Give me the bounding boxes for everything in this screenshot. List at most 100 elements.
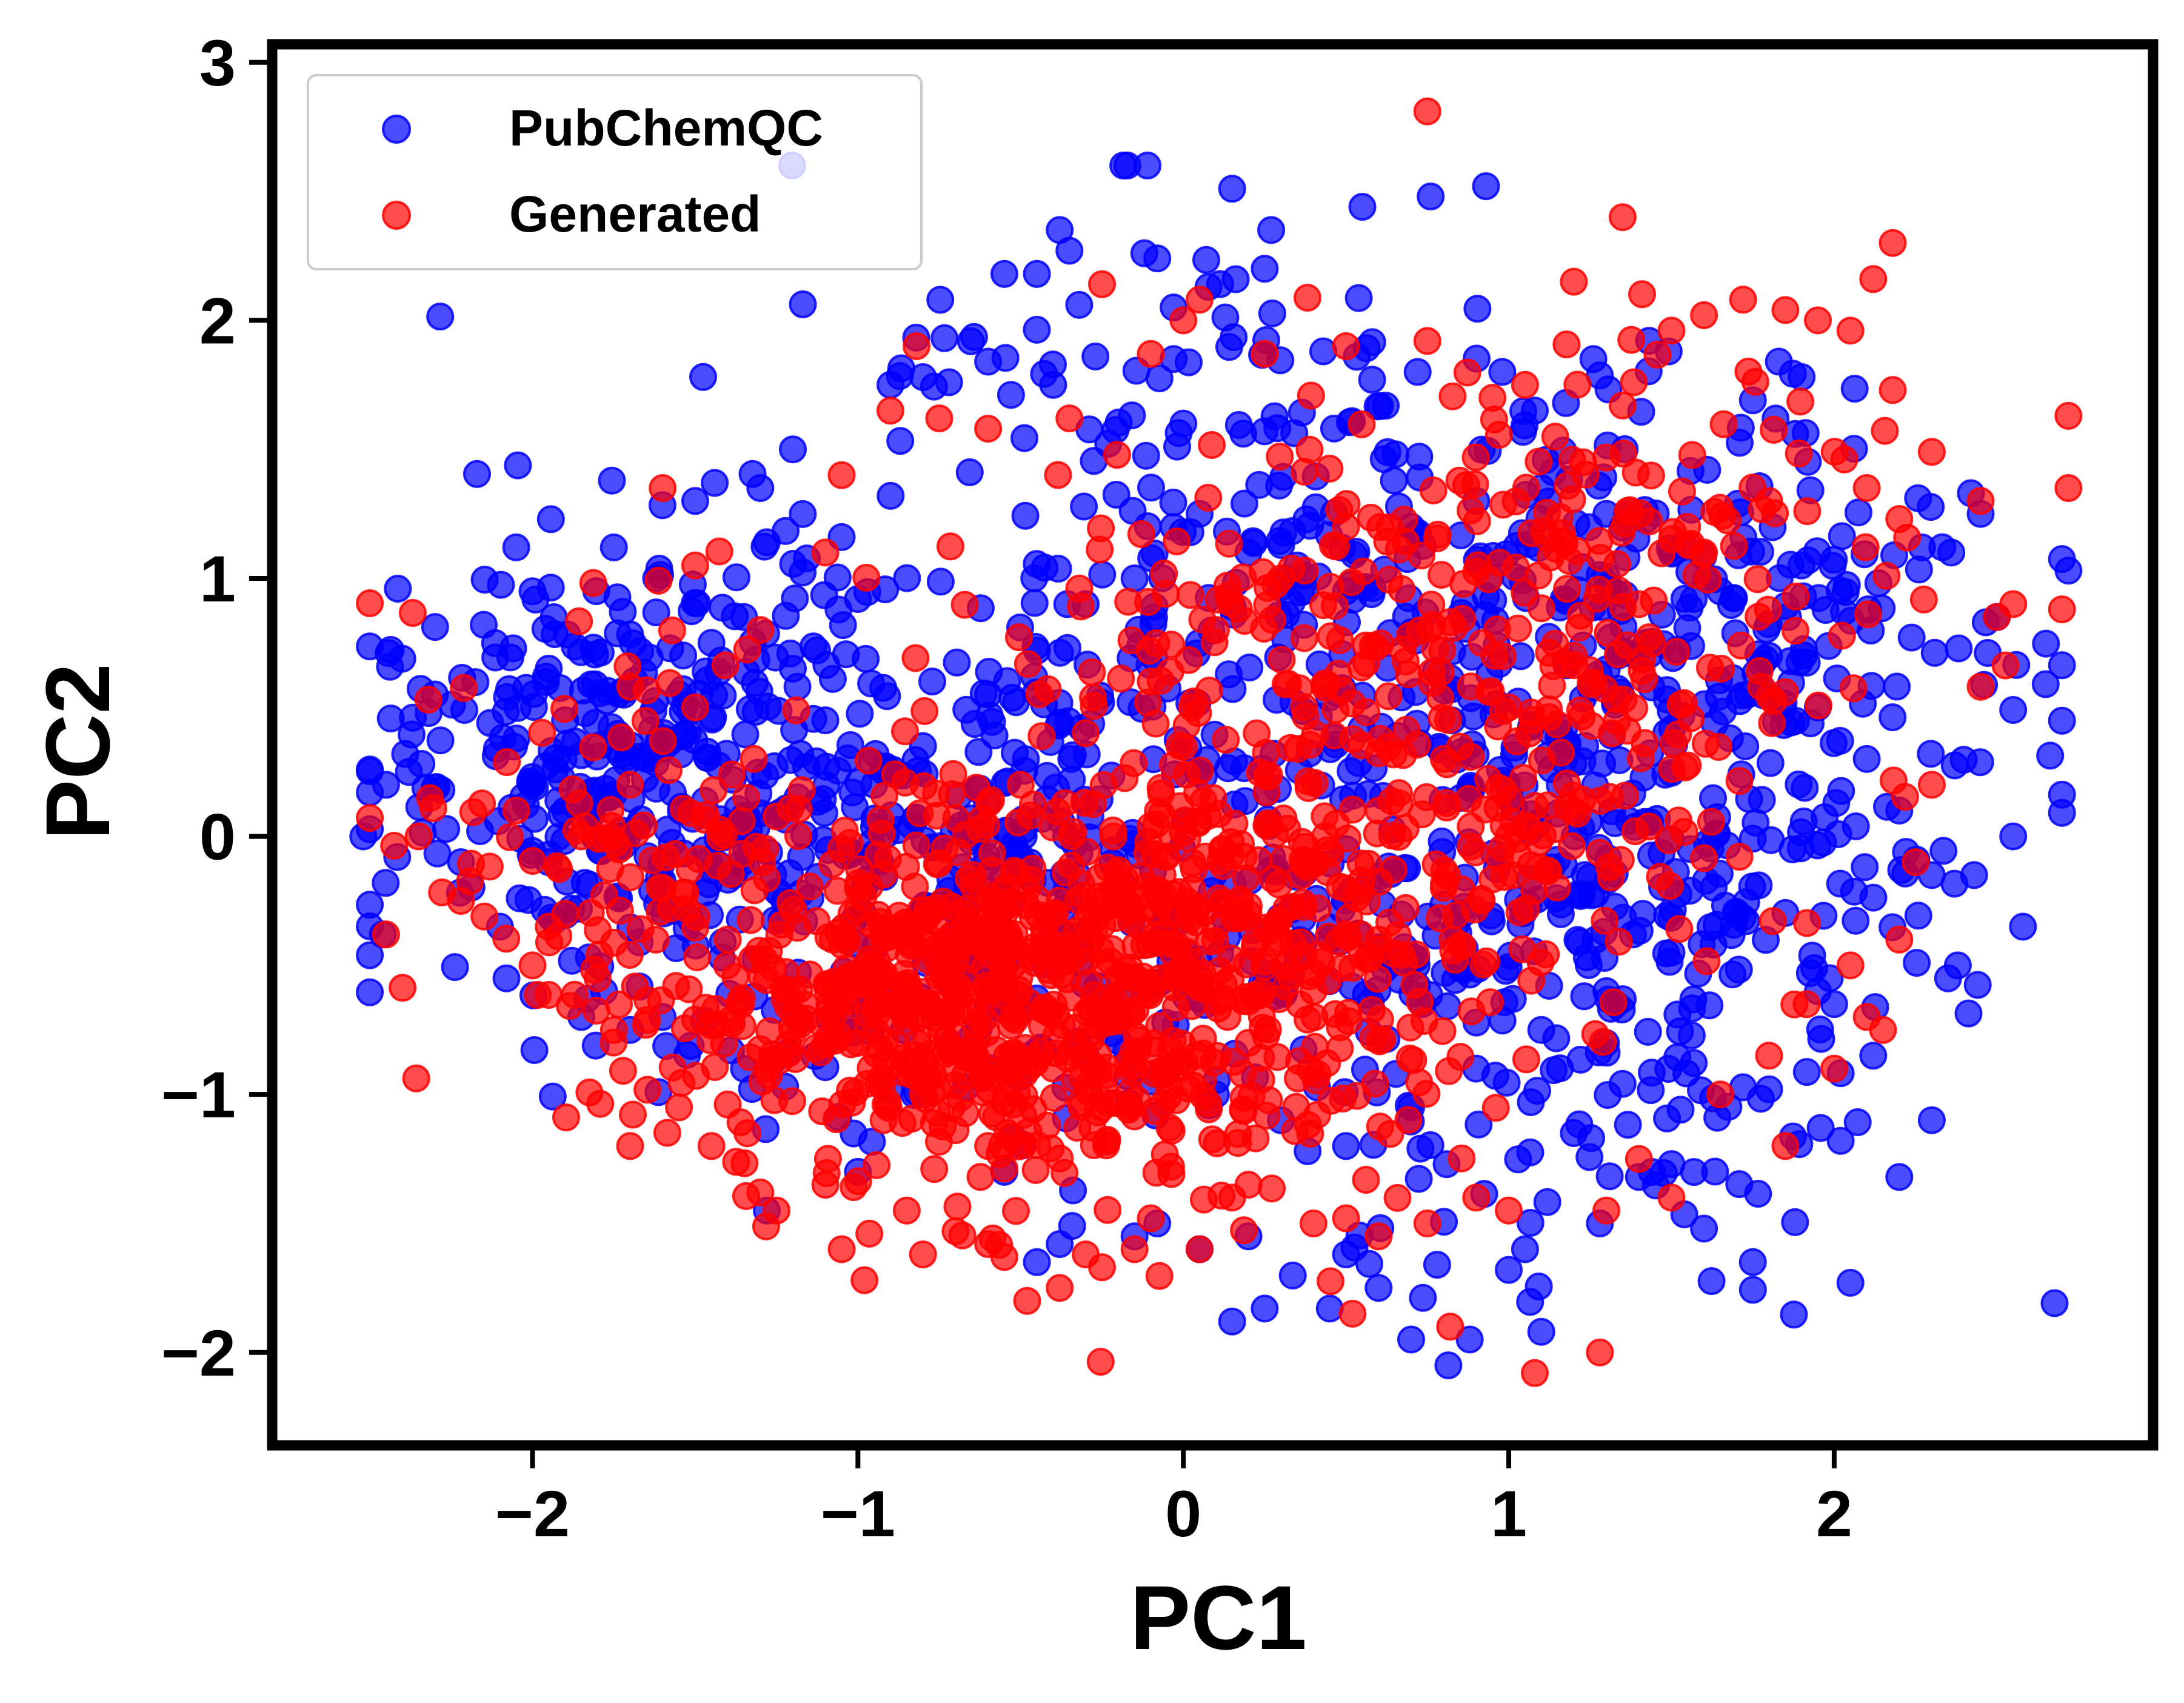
scatter-point-generated [1678, 441, 1706, 469]
scatter-point-generated [1585, 575, 1613, 604]
scatter-point-generated [1771, 296, 1800, 324]
scatter-point-generated [416, 784, 444, 812]
scatter-point-generated [939, 760, 967, 788]
scatter-point-generated [544, 922, 573, 951]
scatter-point-pubchemqc [1732, 907, 1760, 935]
scatter-point-generated [1820, 1054, 1848, 1083]
scatter-point-generated [1490, 863, 1518, 891]
scatter-point-pubchemqc [1175, 348, 1203, 376]
scatter-point-generated [1394, 1106, 1423, 1134]
scatter-point-pubchemqc [1001, 738, 1029, 767]
scatter-point-generated [1754, 595, 1782, 624]
scatter-point-generated [1489, 776, 1517, 804]
scatter-point-generated [596, 795, 625, 824]
scatter-point-generated [1170, 1048, 1198, 1076]
scatter-point-generated [616, 771, 644, 799]
scatter-point-pubchemqc [1690, 1214, 1718, 1243]
scatter-point-pubchemqc [1565, 1110, 1594, 1139]
scatter-point-pubchemqc [2040, 1289, 2069, 1317]
scatter-point-generated [1743, 565, 1772, 594]
scatter-point-generated [727, 991, 755, 1019]
scatter-point-pubchemqc [2036, 741, 2065, 770]
scatter-point-generated [1690, 301, 1718, 329]
scatter-point-generated [1433, 750, 1461, 778]
scatter-point-generated [1099, 822, 1127, 851]
scatter-point-generated [616, 863, 644, 891]
scatter-point-generated [1909, 585, 1938, 614]
x-axis-label: PC1 [1130, 1567, 1307, 1668]
scatter-point-generated [1413, 327, 1441, 355]
scatter-point-generated [1509, 764, 1537, 792]
scatter-point-generated [1216, 589, 1244, 617]
scatter-point-generated [1628, 657, 1656, 685]
scatter-point-generated [1489, 697, 1517, 725]
scatter-point-pubchemqc [1054, 634, 1082, 662]
scatter-point-generated [1640, 586, 1668, 615]
scatter-point-pubchemqc [1806, 1114, 1835, 1142]
scatter-point-generated [854, 746, 883, 775]
scatter-point-generated [1119, 1059, 1147, 1087]
scatter-point-pubchemqc [1257, 216, 1286, 244]
scatter-point-generated [795, 872, 824, 901]
scatter-point-generated [1461, 443, 1490, 472]
scatter-point-generated [1170, 806, 1199, 835]
scatter-point-generated [1707, 654, 1735, 683]
scatter-point-generated [683, 943, 711, 971]
scatter-point-generated [1057, 851, 1086, 880]
scatter-point-pubchemqc [1963, 971, 1992, 999]
scatter-point-generated [1635, 812, 1663, 841]
scatter-point-generated [1489, 642, 1517, 671]
scatter-point-generated [1019, 790, 1047, 818]
scatter-point-generated [958, 861, 987, 889]
scatter-point-pubchemqc [964, 738, 993, 766]
scatter-point-generated [1665, 915, 1694, 943]
scatter-point-generated [732, 784, 761, 812]
x-tick-label: 0 [1165, 1477, 1201, 1550]
scatter-point-generated [1893, 523, 1922, 552]
scatter-point-generated [579, 569, 607, 597]
scatter-point-generated [652, 843, 680, 872]
scatter-point-generated [1301, 720, 1329, 748]
scatter-point-generated [830, 913, 858, 942]
scatter-point-generated [1013, 1286, 1041, 1315]
scatter-point-pubchemqc [1614, 1111, 1642, 1139]
scatter-point-generated [1134, 828, 1163, 856]
scatter-point-pubchemqc [789, 290, 817, 318]
scatter-point-generated [655, 756, 683, 785]
scatter-point-generated [1565, 614, 1594, 642]
scatter-point-pubchemqc [1731, 732, 1760, 760]
scatter-point-pubchemqc [1878, 703, 1907, 732]
scatter-point-generated [1114, 1096, 1143, 1124]
scatter-point-generated [910, 697, 939, 725]
scatter-point-pubchemqc [1798, 942, 1826, 970]
scatter-point-generated [943, 1193, 972, 1221]
scatter-point-generated [1448, 1144, 1476, 1173]
scatter-point-pubchemqc [1934, 964, 1962, 992]
scatter-point-generated [1163, 527, 1191, 555]
scatter-point-generated [978, 839, 1006, 868]
scatter-point-generated [1046, 1274, 1074, 1302]
scatter-point-pubchemqc [384, 575, 412, 603]
scatter-point-pubchemqc [1828, 522, 1856, 550]
scatter-point-pubchemqc [1904, 902, 1932, 930]
scatter-point-generated [1746, 657, 1774, 685]
scatter-point-generated [1195, 928, 1224, 956]
scatter-point-pubchemqc [1843, 1108, 1872, 1136]
scatter-point-generated [1782, 582, 1810, 611]
scatter-point-generated [1553, 769, 1581, 798]
scatter-point-generated [646, 873, 674, 902]
y-tick-label: 0 [199, 800, 236, 874]
scatter-point-generated [1543, 710, 1571, 738]
scatter-point-generated [1547, 738, 1575, 767]
scatter-point-generated [1265, 985, 1293, 1013]
scatter-point-pubchemqc [1738, 1248, 1767, 1276]
scatter-point-generated [1188, 605, 1217, 634]
scatter-point-pubchemqc [738, 460, 767, 488]
scatter-point-generated [1885, 925, 1914, 954]
scatter-point-pubchemqc [810, 581, 838, 609]
scatter-point-generated [775, 1039, 803, 1068]
scatter-point-generated [1347, 410, 1376, 438]
scatter-point-generated [1462, 1183, 1491, 1212]
y-tick-label: 1 [199, 542, 236, 615]
scatter-point-generated [1568, 702, 1596, 731]
